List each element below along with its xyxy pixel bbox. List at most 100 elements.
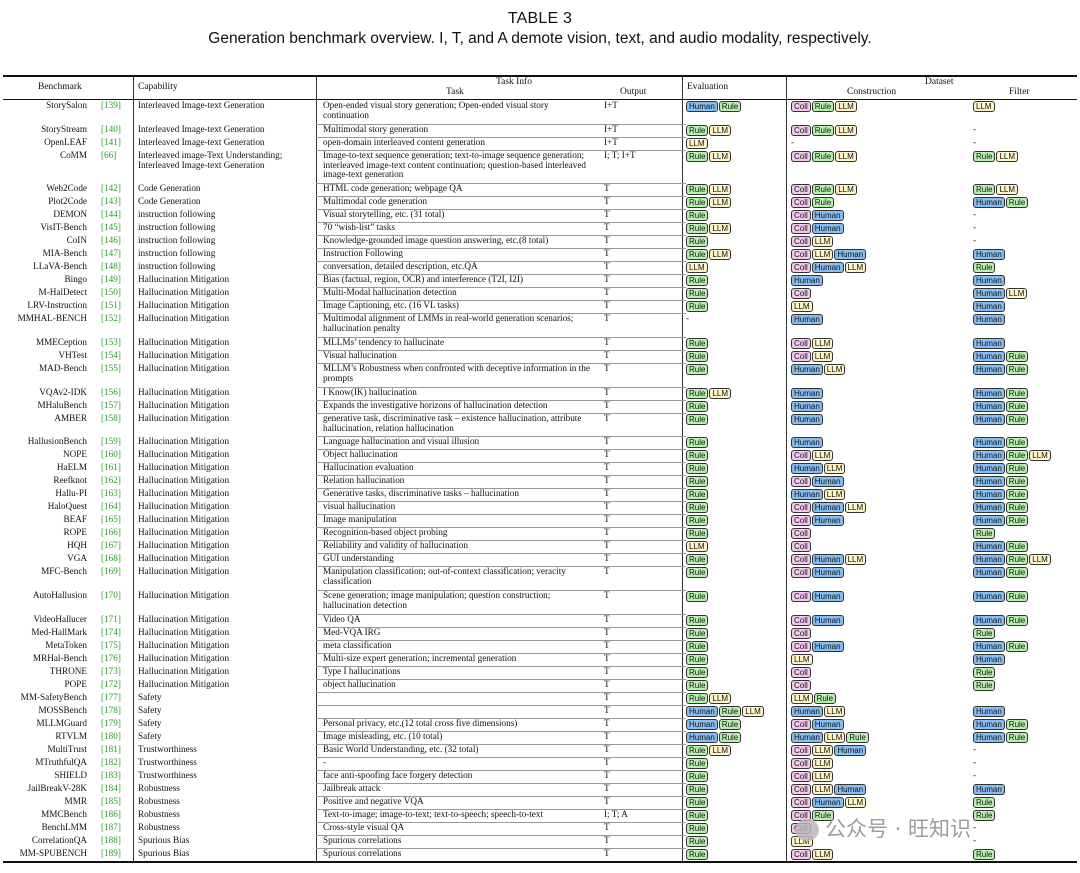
construction-tags: Coll Rule LLM — [791, 184, 858, 195]
evaluation-tags: Human Rule — [686, 101, 742, 112]
construction-tags: Coll Human — [791, 210, 845, 221]
capability: Robustness — [138, 783, 180, 793]
output-modality: T — [604, 796, 610, 806]
tag-llm: LLM — [686, 262, 708, 273]
citation-ref: [176] — [101, 653, 121, 663]
tag-human: Human — [686, 101, 718, 112]
filter-tags: Human Rule — [973, 364, 1029, 375]
tag-rule: Rule — [973, 849, 996, 860]
evaluation-tags: Rule — [686, 823, 709, 834]
construction-tags: Coll LLM Human — [791, 249, 867, 260]
tag-rule: Rule — [973, 628, 996, 639]
output-modality: T — [604, 822, 610, 832]
citation-ref: [187] — [101, 822, 121, 832]
tag-human: Human — [811, 641, 844, 652]
output-modality: T — [604, 848, 610, 858]
capability: instruction following — [138, 209, 216, 219]
tag-coll: Coll — [791, 758, 811, 769]
evaluation-tags: Rule LLM — [686, 223, 732, 234]
citation-ref: [169] — [101, 566, 121, 576]
output-modality: T — [604, 692, 610, 702]
tag-rule: Rule — [973, 797, 996, 808]
tag-llm: LLM — [835, 151, 857, 162]
citation-ref: [144] — [101, 209, 121, 219]
construction-tags: Human LLM Rule — [791, 732, 870, 743]
citation-ref: [150] — [101, 287, 121, 297]
output-modality: T — [604, 350, 610, 360]
tag-rule: Rule — [1005, 414, 1029, 425]
tag-coll: Coll — [791, 210, 811, 221]
tag-rule: Rule — [686, 667, 709, 678]
task-description: MLLMs’ tendency to hallucinate — [323, 337, 445, 347]
tag-llm: LLM — [791, 654, 813, 665]
evaluation-tags: Rule — [686, 210, 709, 221]
tag-coll: Coll — [791, 338, 811, 349]
task-description: Visual hallucination — [323, 350, 397, 360]
tag-rule: Rule — [718, 706, 742, 717]
column-divider — [682, 77, 683, 861]
tag-rule: Rule — [686, 450, 709, 461]
tag-human: Human — [811, 615, 844, 626]
construction-tags: Coll Human — [791, 641, 845, 652]
capability: Hallucination Mitigation — [138, 350, 230, 360]
tag-rule: Rule — [686, 125, 709, 136]
tag-llm: LLM — [1005, 288, 1028, 299]
benchmark-name: VGA — [67, 553, 87, 563]
tag-human: Human — [791, 388, 823, 399]
task-description: Positive and negative VQA — [323, 796, 424, 806]
wechat-icon — [795, 819, 819, 841]
filter-tags: Human — [973, 784, 1006, 795]
tag-human: Human — [811, 262, 844, 273]
citation-ref: [140] — [101, 124, 121, 134]
capability: Hallucination Mitigation — [138, 627, 230, 637]
benchmark-name: SHIELD — [54, 770, 87, 780]
citation-ref: [151] — [101, 300, 121, 310]
benchmark-name: MOSSBench — [38, 705, 88, 715]
evaluation-tags: Rule — [686, 591, 709, 602]
task-description: HTML code generation; webpage QA — [323, 183, 463, 193]
tag-llm: LLM — [811, 849, 834, 860]
citation-ref: [164] — [101, 501, 121, 511]
evaluation-tags: LLM — [686, 541, 709, 552]
column-divider — [786, 77, 787, 861]
filter-tags: Human Rule — [973, 567, 1029, 578]
capability: Robustness — [138, 809, 180, 819]
capability: Trustworthiness — [138, 744, 197, 754]
tag-human: Human — [973, 541, 1005, 552]
output-modality: T — [604, 235, 610, 245]
filter-tags: - — [973, 209, 977, 219]
tag-rule: Rule — [718, 719, 742, 730]
task-description: MLLM’s Robustness when confronted with d… — [323, 363, 590, 383]
benchmark-name: MLLMGuard — [36, 718, 87, 728]
evaluation-tags: Rule — [686, 554, 709, 565]
tag-rule: Rule — [686, 554, 709, 565]
filter-tags: Human Rule — [973, 732, 1029, 743]
output-modality: T — [604, 757, 610, 767]
tag-rule: Rule — [686, 567, 709, 578]
construction-tags: Coll Human LLM — [791, 797, 867, 808]
tag-human: Human — [791, 437, 823, 448]
citation-ref: [148] — [101, 261, 121, 271]
watermark-text: 公众号 · 旺知识 — [825, 817, 972, 841]
task-description: Image manipulation — [323, 514, 397, 524]
tag-rule: Rule — [973, 528, 996, 539]
construction-tags: Coll LLM — [791, 236, 834, 247]
tag-rule: Rule — [686, 301, 709, 312]
capability: Hallucination Mitigation — [138, 300, 230, 310]
benchmark-name: LLaVA-Bench — [33, 261, 87, 271]
row-rule — [316, 770, 686, 771]
evaluation-tags: Human Rule — [686, 732, 742, 743]
tag-coll: Coll — [791, 450, 811, 461]
citation-ref: [159] — [101, 436, 121, 446]
tag-rule: Rule — [686, 784, 709, 795]
row-rule — [316, 261, 686, 262]
capability: Hallucination Mitigation — [138, 501, 230, 511]
tag-human: Human — [811, 567, 844, 578]
filter-tags: Human Rule — [973, 463, 1029, 474]
task-description: Multimodal alignment of LMMs in real-wor… — [323, 313, 574, 333]
output-modality: T — [604, 835, 610, 845]
evaluation-tags: Rule — [686, 275, 709, 286]
tag-human: Human — [973, 591, 1005, 602]
tag-rule: Rule — [686, 654, 709, 665]
benchmark-name: HQH — [67, 540, 87, 550]
